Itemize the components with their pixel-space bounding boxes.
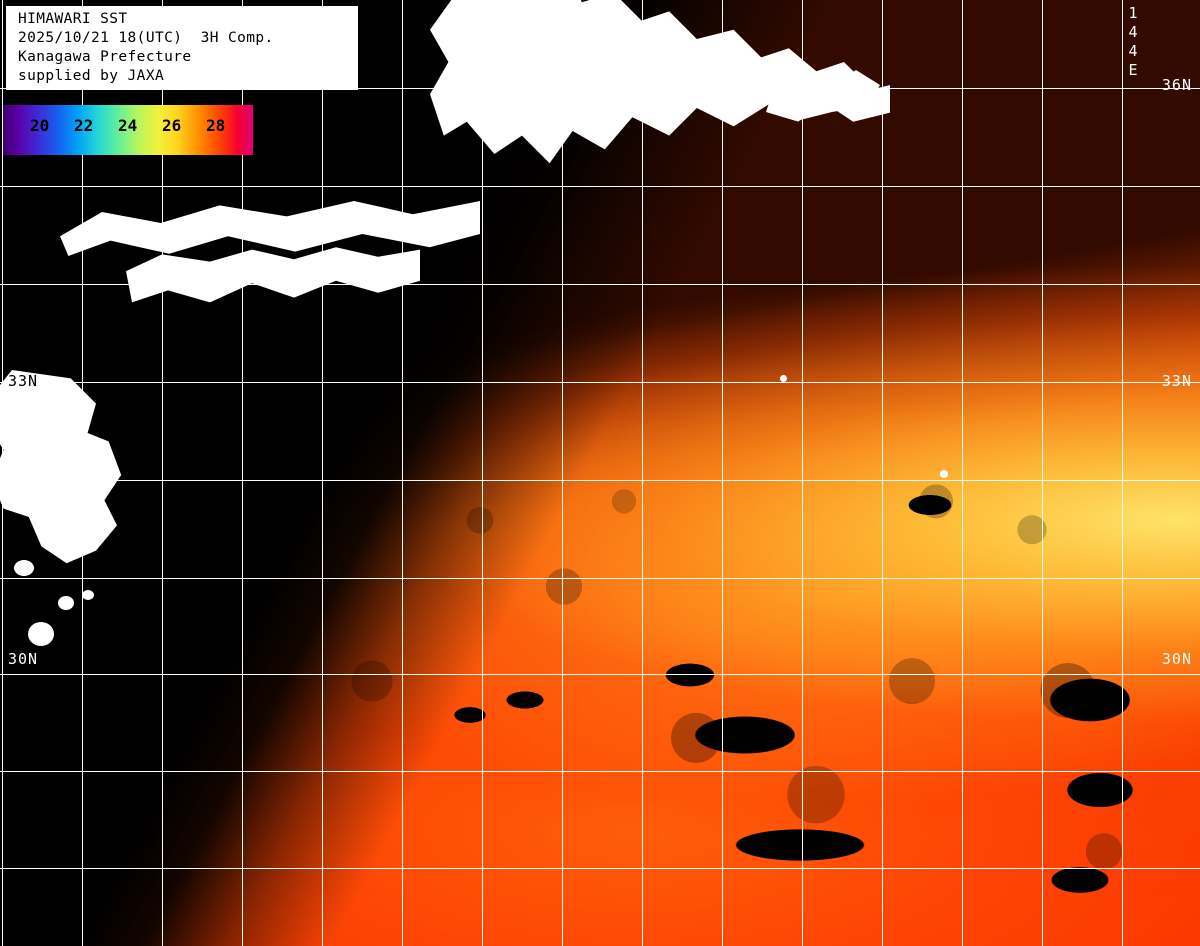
land-island bbox=[28, 622, 54, 646]
colorbar-gradient bbox=[3, 105, 253, 155]
lon-label-136e: 136E bbox=[484, 4, 502, 80]
colorbar-tick-20: 20 bbox=[30, 116, 50, 135]
lon-label-144e: 144E bbox=[1124, 4, 1142, 80]
lat-label-33n-right: 33N bbox=[1161, 372, 1192, 390]
title-credit: supplied by JAXA bbox=[18, 68, 165, 84]
colorbar-tick-22: 22 bbox=[74, 116, 94, 135]
colorbar-tick-26: 26 bbox=[162, 116, 182, 135]
title-product: HIMAWARI SST bbox=[18, 11, 128, 27]
land-island bbox=[826, 86, 844, 96]
title-datetime: 2025/10/21 18(UTC) 3H Comp. bbox=[18, 30, 274, 46]
lat-label-33n-left: 33N bbox=[8, 372, 39, 390]
colorbar-tick-28: 28 bbox=[206, 116, 226, 135]
land-island bbox=[82, 590, 94, 600]
title-region: Kanagawa Prefecture bbox=[18, 49, 192, 65]
land-island bbox=[780, 375, 787, 382]
colorbar-tick-24: 24 bbox=[118, 116, 138, 135]
land-island bbox=[940, 470, 948, 478]
lat-label-36n-right: 36N bbox=[1161, 76, 1192, 94]
land-island bbox=[14, 560, 34, 576]
land-island bbox=[58, 596, 74, 610]
lat-label-30n-right: 30N bbox=[1161, 650, 1192, 668]
lat-label-30n-left: 30N bbox=[8, 650, 39, 668]
title-legend-box: HIMAWARI SST 2025/10/21 18(UTC) 3H Comp.… bbox=[6, 6, 358, 90]
sst-colorbar: 20 22 24 26 28 bbox=[3, 105, 253, 155]
